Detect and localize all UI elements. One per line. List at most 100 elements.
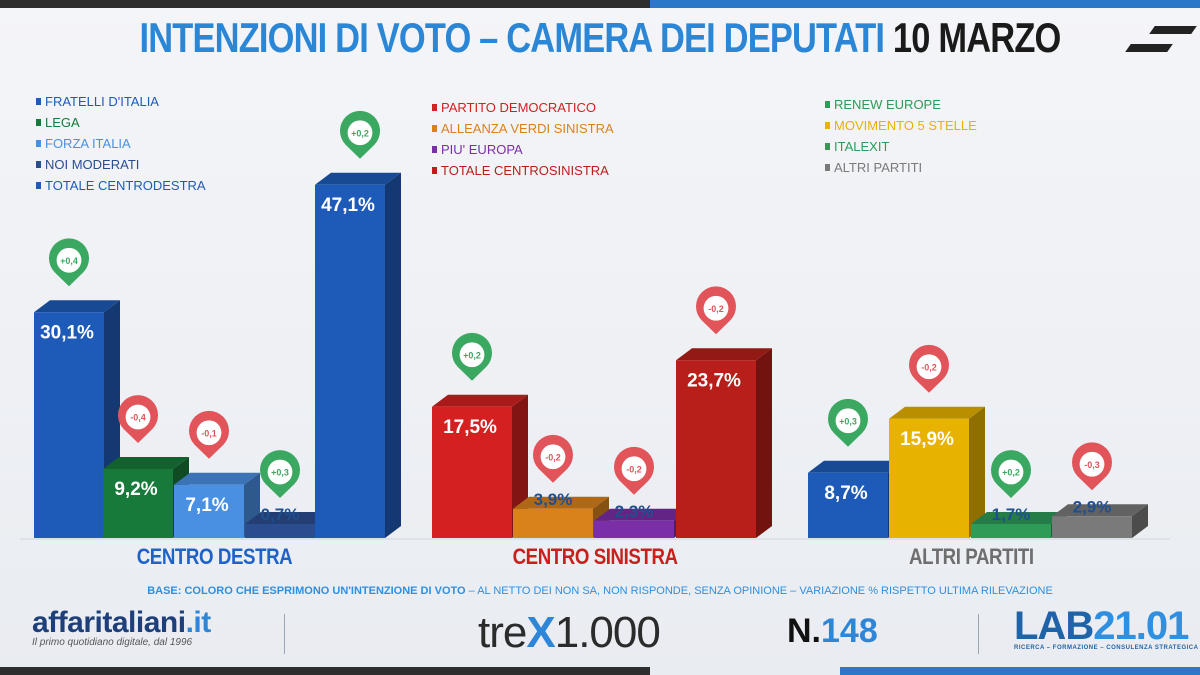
trex-x: X [526,608,555,657]
bar-top [513,496,609,509]
bar-side [756,348,772,538]
legend-swatch [825,122,830,129]
issue-prefix: N. [787,612,821,650]
legend-swatch [825,164,830,171]
legend-item: ALTRI PARTITI [825,157,977,178]
change-label: -0,1 [201,428,217,438]
bar-side [385,172,401,538]
change-marker: +0,3 [260,450,300,498]
bar-front [1052,516,1132,538]
bar [594,508,690,538]
footnote: BASE: COLORO CHE ESPRIMONO UN'INTENZIONE… [0,585,1200,597]
bar-front [315,184,385,538]
bottom-bar-dark [0,667,650,675]
bar-value-label: 0,7% [261,505,300,524]
legend-label: TOTALE CENTROSINISTRA [441,163,609,178]
bar-top [808,460,904,473]
title-main: INTENZIONI DI VOTO – CAMERA DEI DEPUTATI [139,14,885,61]
change-marker-center [916,354,942,380]
title-date: 10 MARZO [892,14,1061,61]
bar-front [432,406,512,538]
bar-front [971,524,1051,538]
legend-item: TOTALE CENTROSINISTRA [432,160,614,181]
affaritaliani-tagline: Il primo quotidiano digitale, dal 1996 [32,637,193,648]
change-label: -0,2 [545,452,561,462]
change-marker: -0,1 [189,410,229,459]
legend-label: MOVIMENTO 5 STELLE [834,118,977,133]
legend-swatch [432,125,437,132]
bar [432,394,528,538]
legend-centro-destra: FRATELLI D'ITALIA LEGA FORZA ITALIA NOI MOD… [36,91,206,196]
bar-front [513,508,593,538]
divider [978,614,979,654]
lab-text: LAB [1014,604,1094,648]
legend-label: NOI MODERATI [45,157,140,172]
legend-swatch [825,101,830,108]
issue-number: N.148 [787,612,878,651]
bar-value-label: 15,9% [900,429,954,450]
divider [284,614,285,654]
bar-value-label: 9,2% [114,479,157,500]
legend-item: ITALEXIT [825,136,977,157]
bar-value-label: 30,1% [40,322,94,343]
change-label: +0,2 [1002,468,1020,478]
bar-value-label: 1,7% [992,505,1031,524]
legend-item: LEGA [36,112,206,133]
affaritaliani-logo: affaritaliani.it Il primo quotidiano dig… [32,606,211,648]
bar-front [676,360,756,538]
bar-top [889,406,985,419]
change-marker-center [621,456,647,482]
legend-item: PARTITO DEMOCRATICO [432,97,614,118]
bar-front [103,469,173,538]
legend-swatch [36,140,41,147]
footnote-base: BASE: COLORO CHE ESPRIMONO UN'INTENZIONE… [147,585,466,597]
trex-post: 1.000 [554,608,661,657]
lab-number: 21.01 [1093,604,1189,648]
bar [315,172,401,538]
legend-swatch [36,182,41,189]
legend-swatch [36,161,41,168]
bar-top [432,394,528,407]
baseline [20,538,1170,540]
bar [34,300,120,538]
bar-value-label: 3,9% [534,490,573,509]
legend-swatch [432,167,437,174]
change-marker-center [125,404,151,430]
change-marker: -0,3 [1072,442,1112,491]
change-label: +0,3 [839,416,857,426]
legend-item: RENEW EUROPE [825,94,977,115]
change-marker: -0,2 [614,446,654,495]
top-bar-blue [650,0,1200,8]
legend-label: FORZA ITALIA [45,136,131,151]
change-marker: +0,3 [828,398,868,447]
legend-label: RENEW EUROPE [834,97,941,112]
change-marker-center [347,120,373,146]
bar-value-label: 8,7% [824,483,867,504]
legend-label: ITALEXIT [834,139,890,154]
group-label-centro-sinistra: CENTRO SINISTRA [512,544,678,569]
lab-tagline: RICERCA – FORMAZIONE – CONSULENZA STRATE… [1014,645,1199,651]
change-marker-center [267,459,293,485]
top-bar-dark [0,0,650,8]
change-marker: +0,2 [339,110,380,159]
bar-front [808,472,888,538]
change-marker-center [459,342,485,368]
bar [676,348,772,538]
change-marker: +0,4 [49,238,89,287]
footnote-rest: – AL NETTO DEI NON SA, NON RISPONDE, SEN… [465,585,1053,597]
bar [889,406,985,538]
bar [1052,504,1148,538]
change-label: -0,2 [921,362,937,372]
change-marker: -0,2 [695,286,736,335]
legend-item: FORZA ITALIA [36,133,206,154]
bar-side [969,406,985,538]
bar-front [34,312,104,538]
change-marker: -0,2 [532,434,573,483]
legend-label: PARTITO DEMOCRATICO [441,100,597,115]
bar-front [174,484,244,538]
change-label: -0,2 [626,464,642,474]
issue-value: 148 [821,612,878,650]
change-label: +0,4 [60,256,78,266]
legend-swatch [36,119,41,126]
legend-swatch [36,98,41,105]
